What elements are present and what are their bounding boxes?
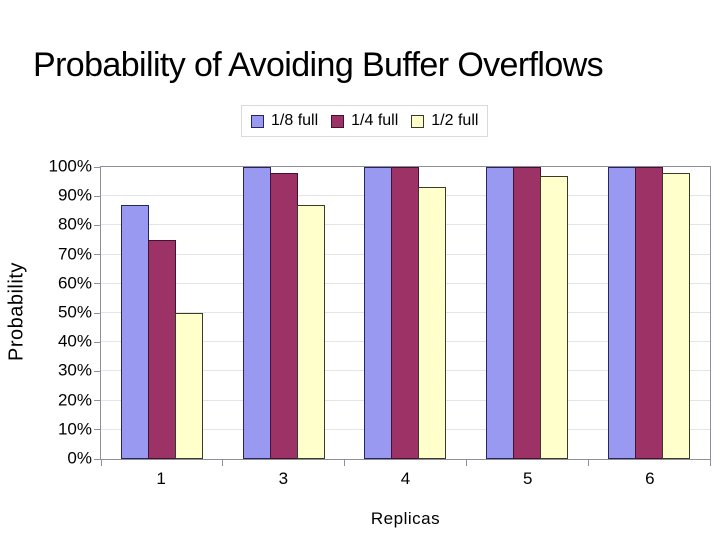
bar-group [101, 167, 223, 459]
bar-series3-cat1 [174, 313, 203, 459]
bar-series3-cat6 [662, 172, 691, 459]
legend-swatch-icon [251, 114, 264, 128]
y-tick-mark [94, 370, 101, 372]
y-tick-mark [94, 283, 101, 285]
x-tick-label: 5 [522, 469, 533, 488]
x-tick-mark [100, 459, 102, 466]
bar-group [588, 167, 710, 459]
slide-title: Probability of Avoiding Buffer Overflows [33, 46, 604, 84]
x-tick-mark [344, 459, 346, 466]
y-tick-label: 90% [57, 185, 92, 205]
y-tick-mark [94, 458, 101, 460]
y-tick-label: 60% [57, 273, 92, 293]
y-tick-label: 20% [57, 390, 92, 410]
legend-swatch-icon [411, 114, 425, 128]
bar-series2-cat4 [391, 167, 420, 459]
legend-label: 1/2 full [431, 112, 479, 129]
y-tick-mark [94, 429, 101, 431]
x-tick-label: 6 [645, 469, 655, 488]
bar-series1-cat1 [120, 204, 149, 459]
bar-series2-cat5 [513, 167, 542, 459]
bar-group [345, 167, 467, 459]
x-axis-tick-labels: 1 3 4 5 6 [100, 469, 711, 489]
y-tick-label: 100% [48, 156, 92, 176]
legend-label: 1/8 full [271, 112, 319, 129]
y-axis-tick-labels: 0% 10% 20% 30% 40% 50% 60% 70% 80% 90% 100% [0, 158, 92, 467]
bar-series2-cat3 [269, 172, 298, 459]
y-tick-mark [94, 166, 101, 168]
y-tick-mark [94, 341, 101, 343]
y-tick-label: 80% [57, 214, 92, 234]
bar-series3-cat4 [418, 187, 447, 459]
y-tick-label: 50% [57, 302, 92, 322]
y-tick-label: 40% [57, 331, 92, 351]
legend-item: 1/4 full [331, 112, 398, 130]
bar-series3-cat3 [296, 204, 325, 459]
legend-swatch-icon [331, 114, 345, 128]
x-axis-title: Replicas [370, 509, 441, 528]
bar-series1-cat5 [486, 167, 515, 459]
bar-series2-cat1 [147, 240, 176, 459]
legend-item: 1/8 full [251, 112, 318, 130]
x-tick-label: 1 [156, 469, 166, 488]
x-tick-mark [587, 459, 589, 466]
y-tick-mark [94, 195, 101, 197]
x-tick-label: 3 [278, 469, 289, 488]
x-tick-label: 4 [400, 469, 411, 488]
legend-label: 1/4 full [351, 112, 399, 129]
y-tick-label: 30% [57, 360, 92, 380]
x-tick-mark [709, 459, 711, 466]
bar-group [223, 167, 345, 459]
y-tick-label: 70% [57, 244, 92, 264]
y-tick-mark [94, 312, 101, 314]
bar-series1-cat3 [242, 167, 271, 459]
x-tick-mark [222, 459, 224, 466]
y-tick-mark [94, 400, 101, 402]
bar-series1-cat4 [364, 167, 393, 459]
bar-group [466, 167, 588, 459]
plot-area [94, 166, 711, 466]
y-tick-mark [94, 224, 101, 226]
y-tick-mark [94, 254, 101, 256]
bar-series3-cat5 [540, 175, 569, 459]
x-tick-mark [465, 459, 467, 466]
bar-series1-cat6 [608, 167, 637, 459]
bar-series2-cat6 [635, 167, 664, 459]
chart-legend: 1/8 full 1/4 full 1/2 full [241, 105, 489, 137]
y-tick-label: 0% [67, 448, 92, 468]
y-tick-label: 10% [57, 419, 92, 439]
legend-item: 1/2 full [411, 112, 478, 130]
